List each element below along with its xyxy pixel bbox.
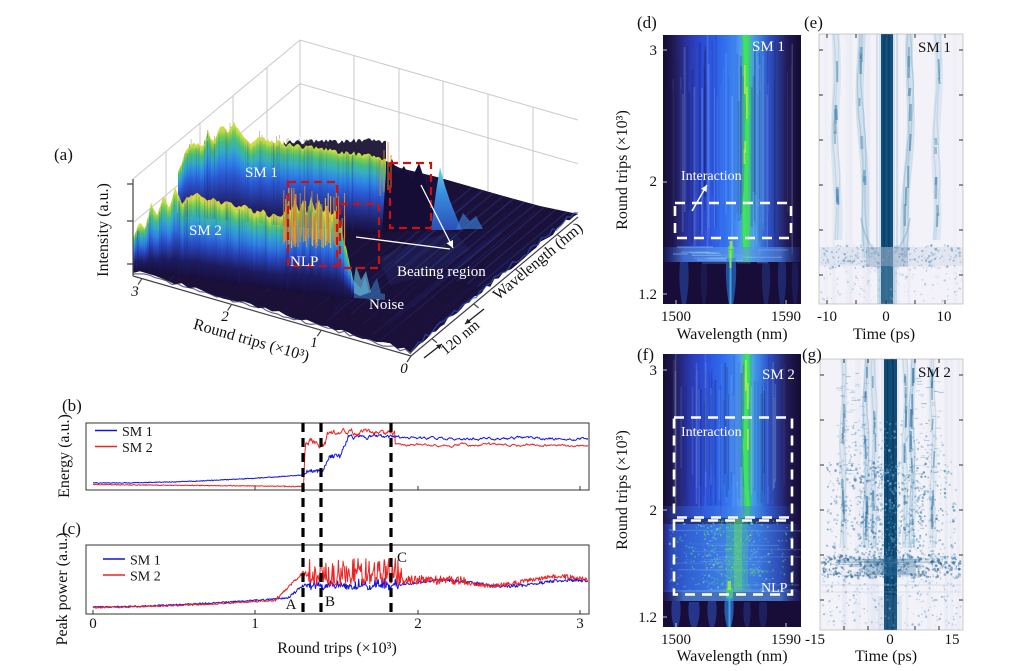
svg-text:SM 1: SM 1 xyxy=(752,39,785,55)
svg-text:SM 2: SM 2 xyxy=(130,570,161,585)
svg-text:SM 1: SM 1 xyxy=(918,40,951,56)
svg-text:SM 1: SM 1 xyxy=(130,554,161,569)
svg-text:1.2: 1.2 xyxy=(638,610,657,626)
svg-text:Time (ps): Time (ps) xyxy=(853,326,915,343)
svg-text:2: 2 xyxy=(650,503,658,519)
svg-text:15: 15 xyxy=(945,632,960,648)
svg-text:2: 2 xyxy=(650,174,658,190)
svg-text:(c): (c) xyxy=(62,519,81,538)
svg-text:0: 0 xyxy=(89,616,97,632)
svg-text:Round trips (×10³): Round trips (×10³) xyxy=(614,430,631,550)
svg-text:Noise: Noise xyxy=(369,297,404,313)
svg-text:3: 3 xyxy=(576,616,584,632)
svg-text:2: 2 xyxy=(221,309,229,325)
svg-text:SM 2: SM 2 xyxy=(918,365,951,381)
svg-text:A: A xyxy=(286,597,297,613)
svg-text:1: 1 xyxy=(310,335,318,351)
svg-text:Intensity (a.u.): Intensity (a.u.) xyxy=(95,183,112,277)
svg-text:(d): (d) xyxy=(637,13,657,32)
svg-text:0: 0 xyxy=(886,632,894,648)
svg-text:(a): (a) xyxy=(54,145,73,164)
svg-text:SM 2: SM 2 xyxy=(762,367,795,383)
svg-text:0: 0 xyxy=(882,309,890,325)
svg-text:10: 10 xyxy=(937,309,952,325)
svg-text:3: 3 xyxy=(130,284,139,300)
svg-text:1590: 1590 xyxy=(771,632,801,648)
svg-text:0: 0 xyxy=(400,361,408,377)
svg-text:1: 1 xyxy=(251,616,259,632)
svg-text:Beating region: Beating region xyxy=(397,264,486,280)
svg-text:NLP: NLP xyxy=(290,254,318,270)
svg-text:(e): (e) xyxy=(804,13,823,32)
svg-text:1500: 1500 xyxy=(661,309,691,325)
svg-text:Round trips (×10³): Round trips (×10³) xyxy=(191,316,311,365)
svg-text:NLP: NLP xyxy=(761,581,788,596)
svg-text:Round trips (×10³): Round trips (×10³) xyxy=(277,640,397,657)
svg-text:SM 2: SM 2 xyxy=(122,441,153,456)
svg-text:(b): (b) xyxy=(62,396,82,415)
svg-text:-10: -10 xyxy=(817,309,837,325)
svg-text:Peak power (a.u.): Peak power (a.u.) xyxy=(54,533,71,646)
svg-text:1.2: 1.2 xyxy=(638,287,657,303)
svg-text:Interaction: Interaction xyxy=(681,169,742,184)
svg-text:C: C xyxy=(397,550,407,566)
svg-text:SM 1: SM 1 xyxy=(122,425,153,440)
svg-text:B: B xyxy=(325,594,335,610)
svg-text:3: 3 xyxy=(650,363,658,379)
svg-text:Wavelength (nm): Wavelength (nm) xyxy=(676,326,787,343)
svg-text:Time (ps): Time (ps) xyxy=(855,648,917,665)
svg-text:SM 1: SM 1 xyxy=(245,165,278,181)
svg-text:SM 2: SM 2 xyxy=(189,223,222,239)
svg-text:Wavelength (nm): Wavelength (nm) xyxy=(676,648,787,665)
svg-text:-15: -15 xyxy=(805,632,825,648)
svg-text:(f): (f) xyxy=(637,345,654,364)
svg-text:Interaction: Interaction xyxy=(681,425,742,440)
svg-text:3: 3 xyxy=(650,43,658,59)
svg-text:Round trips (×10³): Round trips (×10³) xyxy=(614,110,631,230)
svg-text:Energy (a.u.): Energy (a.u.) xyxy=(56,414,73,498)
svg-text:2: 2 xyxy=(414,616,422,632)
svg-text:(g): (g) xyxy=(802,345,822,364)
svg-text:1500: 1500 xyxy=(661,632,691,648)
svg-text:1590: 1590 xyxy=(771,309,801,325)
